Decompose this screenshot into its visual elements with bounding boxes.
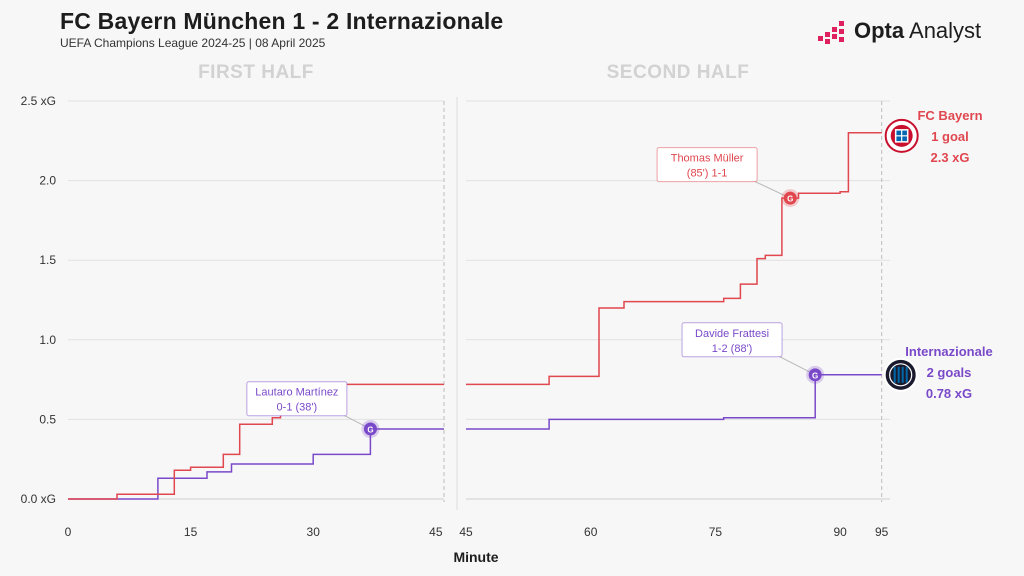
- inter-team-label: Internazionale: [905, 344, 992, 359]
- x-tick-label: 45: [459, 525, 473, 539]
- goal-marker-letter: G: [812, 371, 818, 380]
- goal-label-box: [681, 322, 783, 358]
- goal-player-name: Davide Frattesi: [695, 328, 769, 340]
- x-tick-label: 90: [833, 525, 847, 539]
- goal-marker: [363, 422, 377, 436]
- goal-label-box: [656, 147, 758, 183]
- y-tick-label: 1.5: [39, 253, 56, 267]
- page-subtitle: UEFA Champions League 2024-25 | 08 April…: [60, 36, 326, 50]
- y-tick-label: 2.0: [39, 174, 56, 188]
- brand-logo: Opta Analyst: [818, 18, 981, 44]
- x-tick-label: 95: [875, 525, 889, 539]
- brand-name: Opta Analyst: [854, 18, 982, 43]
- goal-marker-letter: G: [787, 195, 793, 204]
- inter-crest-icon: [883, 357, 918, 392]
- x-tick-label: 75: [709, 525, 723, 539]
- goal-connector: [750, 179, 791, 199]
- inter-xg-line: [68, 428, 444, 500]
- goal-marker: [783, 191, 797, 205]
- inter-goals-label: 2 goals: [927, 365, 972, 380]
- bayern-xg-label: 2.3 xG: [930, 150, 969, 165]
- goal-player-name: Thomas Müller: [671, 153, 744, 165]
- bayern-xg-line: [68, 383, 444, 500]
- goal-marker-letter: G: [367, 425, 373, 434]
- x-tick-label: 45: [429, 525, 443, 539]
- y-tick-label: 0.5: [39, 412, 56, 426]
- y-tick-label: 1.0: [39, 333, 56, 347]
- x-tick-label: 0: [65, 525, 72, 539]
- y-tick-label: 0.0 xG: [21, 492, 56, 506]
- goal-player-name: Lautaro Martínez: [255, 387, 338, 399]
- half-label: SECOND HALF: [607, 62, 750, 83]
- half-label: FIRST HALF: [198, 62, 314, 83]
- bayern-xg-line: [466, 132, 882, 386]
- crest-inner: [889, 363, 913, 387]
- opta-bars-icon: [818, 21, 844, 44]
- goal-marker: [808, 368, 822, 382]
- inter-xg-label: 0.78 xG: [926, 386, 972, 401]
- bayern-goals-label: 1 goal: [931, 129, 969, 144]
- goal-label-box: [246, 381, 348, 417]
- goal-detail: (85') 1-1: [687, 168, 728, 180]
- x-tick-label: 60: [584, 525, 598, 539]
- x-tick-label: 15: [184, 525, 198, 539]
- bayern-crest-icon: [884, 118, 919, 153]
- goal-detail: 1-2 (88'): [712, 343, 753, 355]
- y-tick-label: 2.5 xG: [21, 94, 56, 108]
- goal-connector: [775, 354, 816, 376]
- x-axis-title: Minute: [453, 549, 498, 565]
- goal-detail: 0-1 (38'): [277, 402, 318, 414]
- bayern-team-label: FC Bayern: [917, 108, 982, 123]
- inter-xg-line: [466, 374, 882, 430]
- page-title: FC Bayern München 1 - 2 Internazionale: [60, 8, 504, 34]
- x-tick-label: 30: [307, 525, 321, 539]
